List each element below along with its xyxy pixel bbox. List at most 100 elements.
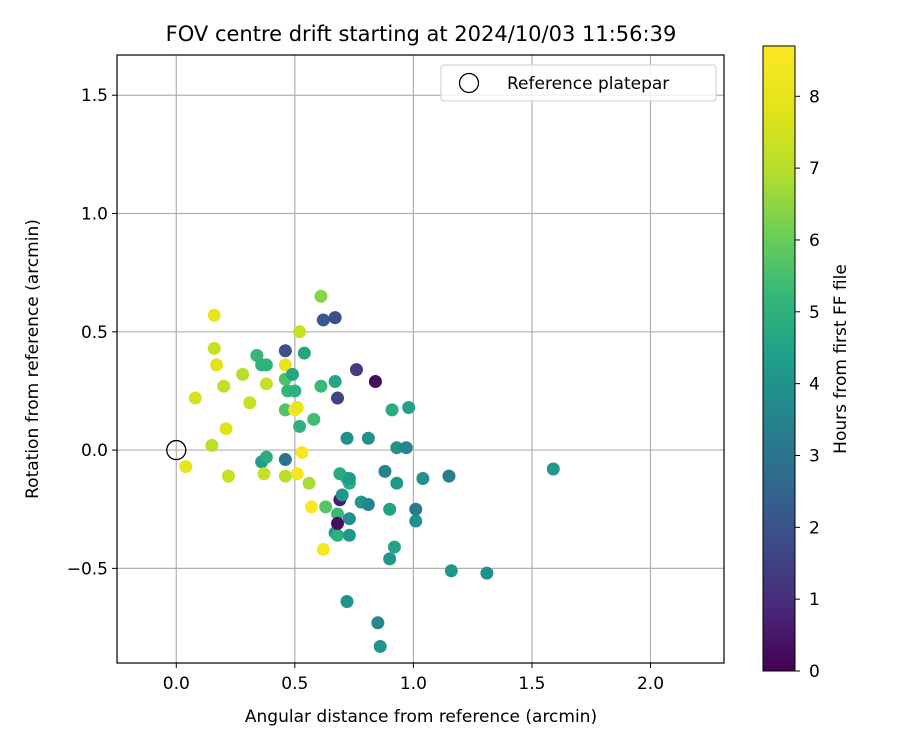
data-point <box>278 358 292 372</box>
data-point <box>221 469 235 483</box>
data-point <box>390 441 404 455</box>
data-point <box>278 469 292 483</box>
data-point <box>373 639 387 653</box>
colorbar-ticks: 0 1 2 3 4 5 6 7 8 <box>795 87 820 682</box>
data-point <box>219 422 233 436</box>
chart-title: FOV centre drift starting at 2024/10/03 … <box>166 22 677 46</box>
data-point <box>316 542 330 556</box>
data-point <box>285 367 299 381</box>
data-point <box>316 313 330 327</box>
data-point <box>328 374 342 388</box>
data-point <box>207 341 221 355</box>
data-point <box>409 514 423 528</box>
data-point <box>390 476 404 490</box>
colorbar-label: Hours from first FF file <box>831 264 851 454</box>
data-point <box>328 311 342 325</box>
colorbar: 0 1 2 3 4 5 6 7 8 Hours from first FF file <box>762 45 851 682</box>
data-points <box>166 289 560 653</box>
data-point <box>402 400 416 414</box>
data-point <box>236 367 250 381</box>
data-point <box>361 431 375 445</box>
data-point <box>217 379 231 393</box>
data-point <box>288 384 302 398</box>
data-point <box>331 507 345 521</box>
data-point <box>297 346 311 360</box>
y-axis-label: Rotation from reference (arcmin) <box>23 219 43 499</box>
legend: Reference platepar <box>440 64 717 102</box>
y-tick-label: 0.0 <box>81 441 108 461</box>
data-point <box>188 391 202 405</box>
data-point <box>331 528 345 542</box>
data-point <box>307 412 321 426</box>
data-point <box>290 467 304 481</box>
legend-reference-marker-icon <box>458 72 480 94</box>
data-point <box>387 540 401 554</box>
colorbar-tick-label: 4 <box>809 375 820 395</box>
data-point <box>331 516 345 530</box>
data-point <box>444 564 458 578</box>
y-axis-ticks: −0.5 0.0 0.5 1.0 1.5 <box>67 86 117 579</box>
data-point <box>295 445 309 459</box>
data-point <box>368 374 382 388</box>
data-point <box>371 616 385 630</box>
data-point <box>399 441 413 455</box>
data-point <box>259 377 273 391</box>
data-point <box>383 552 397 566</box>
data-point <box>243 396 257 410</box>
y-tick-label: 1.0 <box>81 205 108 225</box>
data-point <box>293 325 307 339</box>
colorbar-gradient <box>762 45 796 672</box>
colorbar-tick-label: 2 <box>809 518 820 538</box>
data-point <box>546 462 560 476</box>
y-tick-label: 0.5 <box>81 323 108 343</box>
data-point <box>259 358 273 372</box>
data-point <box>293 419 307 433</box>
data-point <box>205 438 219 452</box>
reference-platepar-marker <box>166 439 187 461</box>
colorbar-tick-label: 3 <box>809 446 820 466</box>
data-point <box>257 467 271 481</box>
y-tick-label: 1.5 <box>81 86 108 106</box>
data-point <box>340 594 354 608</box>
data-point <box>385 403 399 417</box>
data-point <box>207 308 221 322</box>
data-point <box>335 488 349 502</box>
data-point <box>340 431 354 445</box>
data-point <box>278 344 292 358</box>
y-tick-label: −0.5 <box>67 559 108 579</box>
data-point <box>342 471 356 485</box>
x-tick-label: 0.5 <box>281 674 308 694</box>
data-point <box>480 566 494 580</box>
x-tick-label: 2.0 <box>637 674 664 694</box>
data-point <box>314 289 328 303</box>
data-point <box>416 471 430 485</box>
data-point <box>361 497 375 511</box>
data-point <box>278 453 292 467</box>
data-point <box>302 476 316 490</box>
data-point <box>378 464 392 478</box>
x-tick-label: 1.0 <box>400 674 427 694</box>
data-point <box>342 512 356 526</box>
data-point <box>349 363 363 377</box>
data-point <box>442 469 456 483</box>
data-point <box>278 403 292 417</box>
x-tick-label: 0.0 <box>163 674 190 694</box>
x-tick-label: 1.5 <box>518 674 545 694</box>
colorbar-tick-label: 8 <box>809 87 820 107</box>
data-point <box>319 500 333 514</box>
colorbar-tick-label: 1 <box>809 590 820 610</box>
colorbar-tick-label: 5 <box>809 303 820 323</box>
data-point <box>383 502 397 516</box>
colorbar-tick-label: 6 <box>809 231 820 251</box>
data-point <box>342 528 356 542</box>
data-point <box>409 502 423 516</box>
data-point <box>304 500 318 514</box>
legend-label: Reference platepar <box>507 74 669 94</box>
colorbar-tick-label: 0 <box>809 662 820 682</box>
grid-lines <box>117 55 724 663</box>
x-axis-label: Angular distance from reference (arcmin) <box>245 707 597 727</box>
data-point <box>314 379 328 393</box>
data-point <box>210 358 224 372</box>
x-axis-ticks: 0.0 0.5 1.0 1.5 2.0 <box>163 663 664 694</box>
